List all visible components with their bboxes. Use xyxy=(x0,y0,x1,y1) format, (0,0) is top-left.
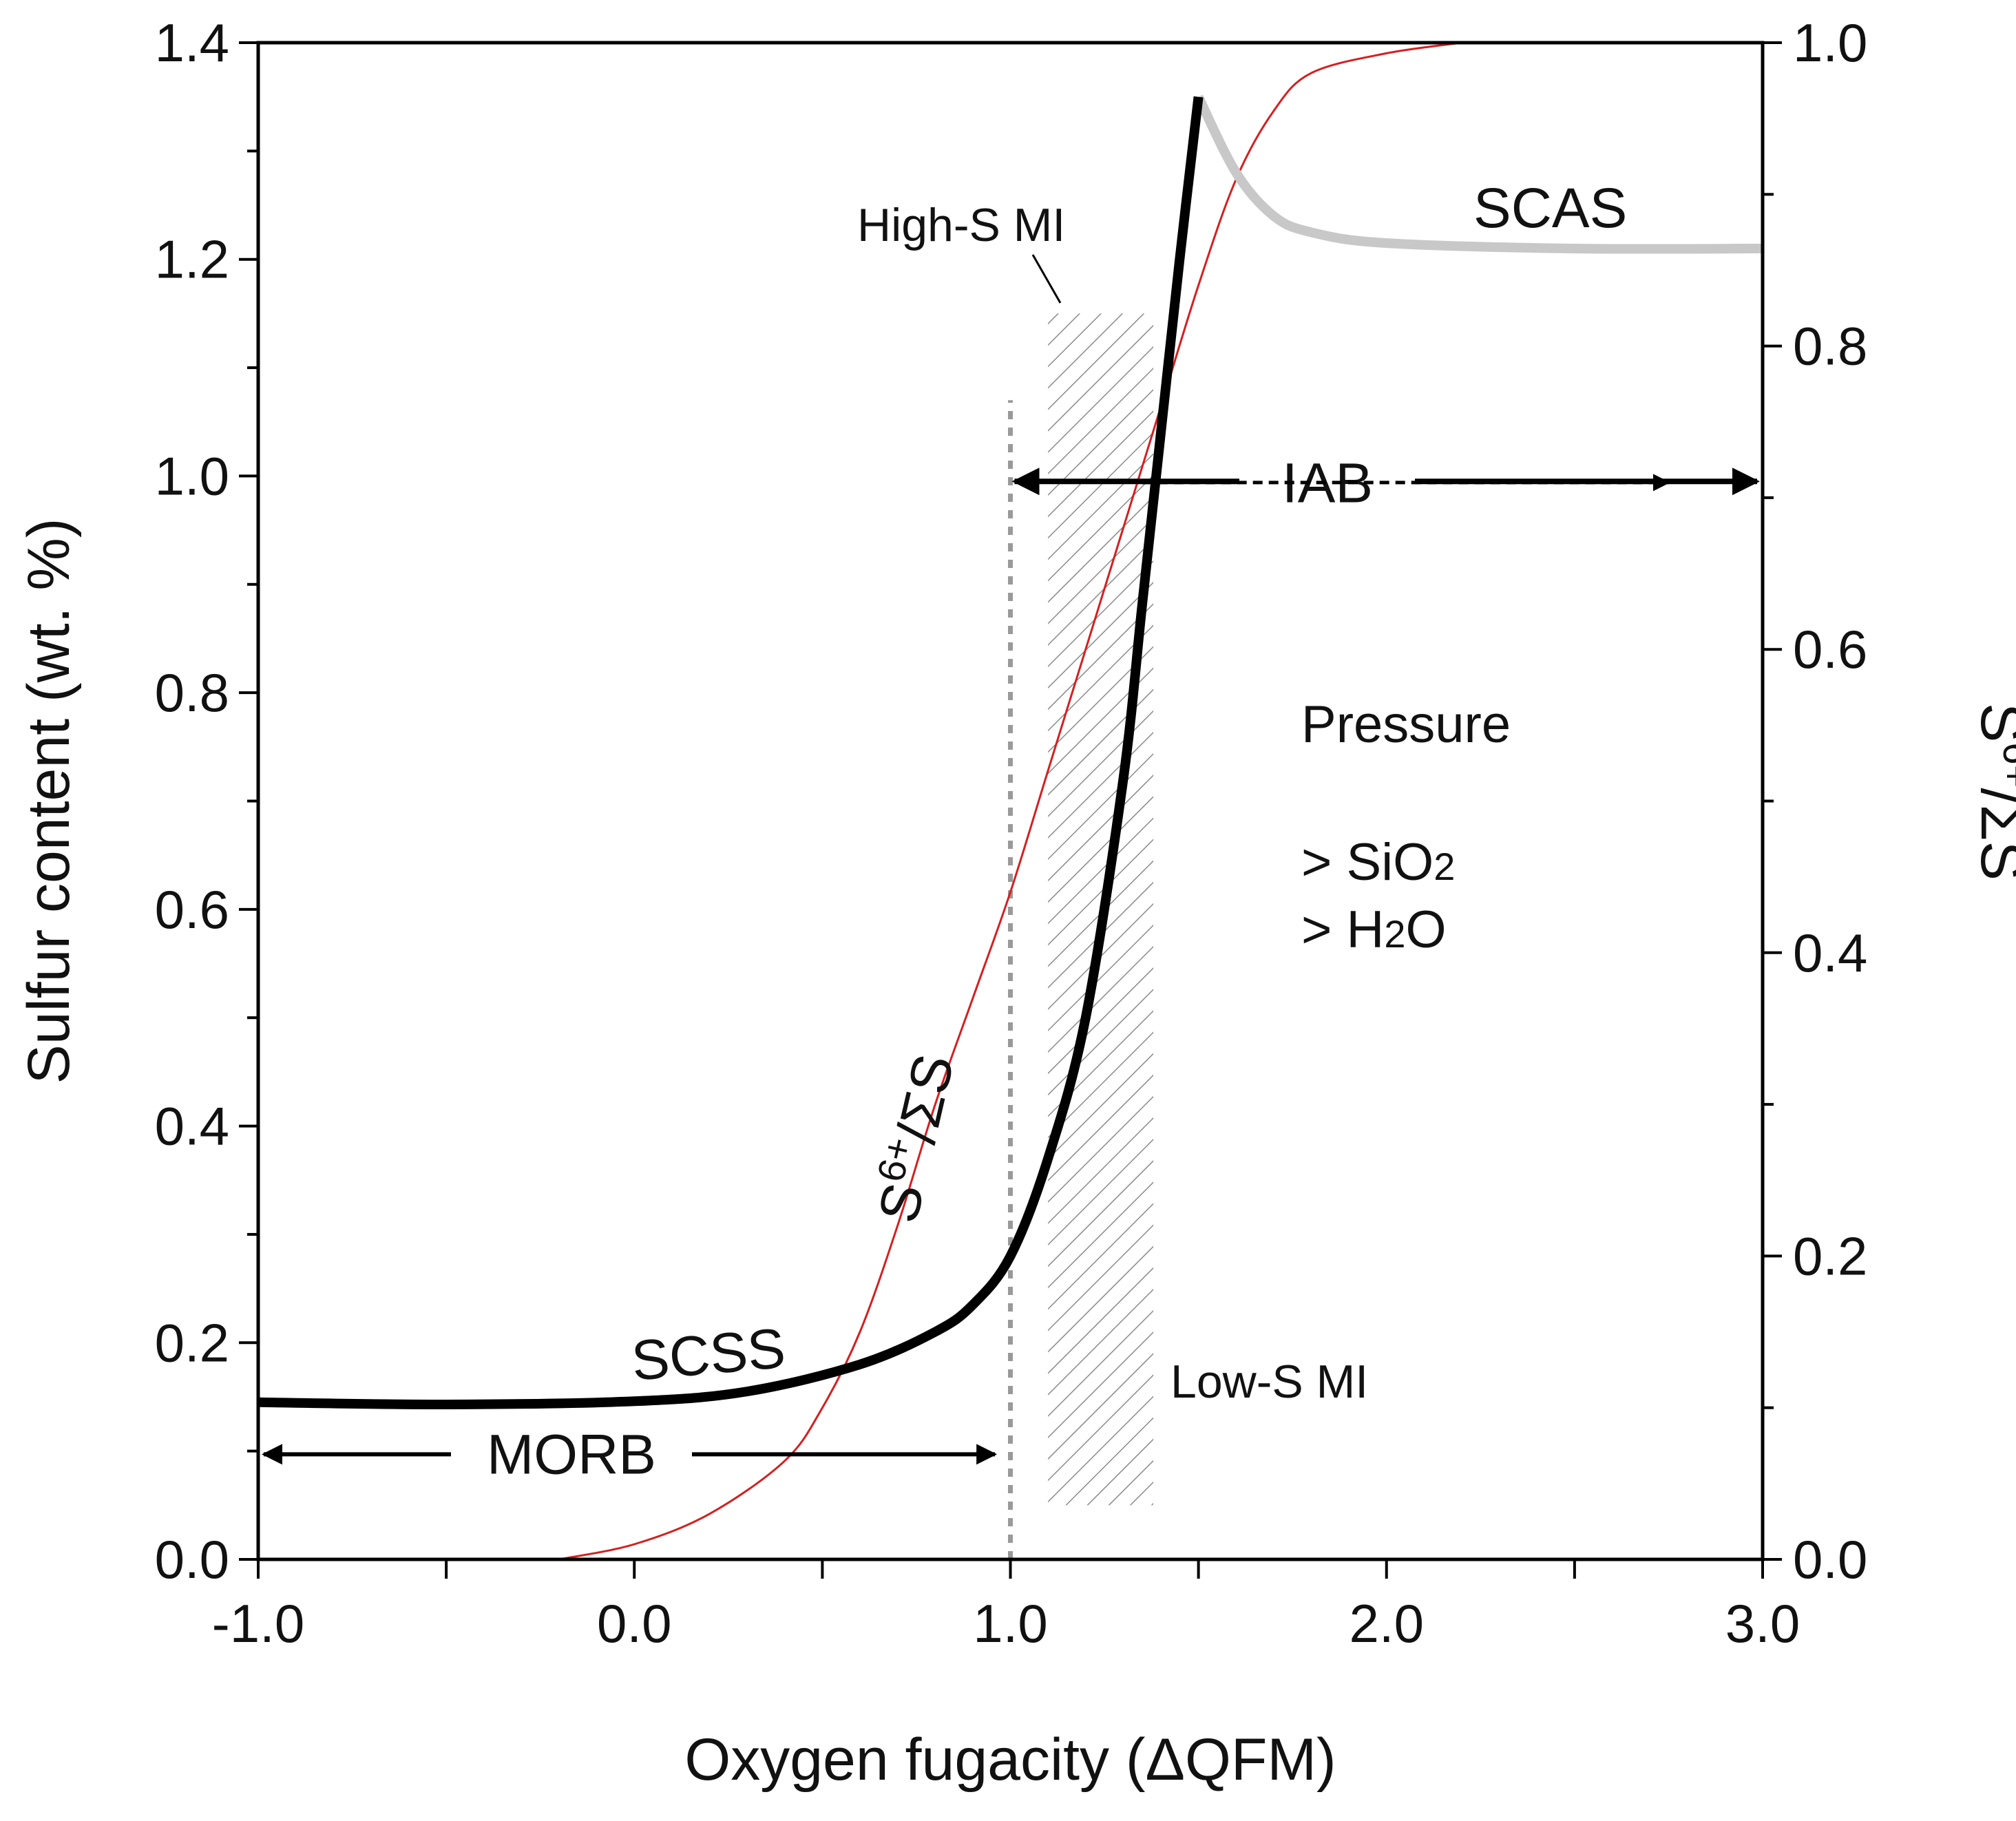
x-tick-label: -1.0 xyxy=(212,1593,304,1654)
scas-label: SCAS xyxy=(1473,177,1627,240)
x-tick-label: 2.0 xyxy=(1350,1593,1424,1654)
y-tick-label: 1.0 xyxy=(155,445,229,506)
h2o-label: > H2O xyxy=(1301,901,1447,959)
high-s-mi-label: High-S MI xyxy=(857,199,1065,251)
plot-frame xyxy=(256,41,1765,1561)
series-layer xyxy=(258,41,1763,1561)
y2-tick-label: 0.8 xyxy=(1793,316,1867,377)
y2-tick-label: 0.2 xyxy=(1793,1225,1867,1286)
y-tick-label: 0.4 xyxy=(155,1096,229,1157)
pressure-label: Pressure xyxy=(1301,695,1511,754)
sulfate-fraction-curve-label: S6+/ΣS xyxy=(860,1047,966,1228)
high-s-mi-leader-line xyxy=(1031,254,1062,304)
x-axis-title: Oxygen fugacity (ΔQFM) xyxy=(684,1727,1336,1793)
low-s-mi-label: Low-S MI xyxy=(1170,1356,1368,1408)
sio2-label: > SiO2 xyxy=(1301,833,1455,892)
y2-tick-label: 0.0 xyxy=(1793,1529,1867,1590)
annotations-layer: SCSS SCAS S6+/ΣS High-S MI Low-S MI IAB MORB Pr… xyxy=(262,177,1760,1486)
y-tick-label: 0.8 xyxy=(155,662,229,723)
y-axis-title: Sulfur content (wt. %) xyxy=(16,518,82,1084)
series-sulfate-fraction-curve xyxy=(558,41,1462,1561)
scss-label: SCSS xyxy=(629,1317,788,1393)
morb-label: MORB xyxy=(487,1423,656,1486)
plot-frame-layer: 0.0 0.2 0.4 0.6 0.8 1.0 1.2 1.4 0.0 0.2 0.4 0.6 0.8 1… xyxy=(16,12,2016,1793)
y2-tick-label: 0.6 xyxy=(1793,619,1867,680)
iab-label: IAB xyxy=(1282,452,1373,514)
y2-tick-label: 1.0 xyxy=(1793,12,1867,73)
y-tick-label: 1.4 xyxy=(155,12,229,73)
y-tick-label: 0.6 xyxy=(155,879,229,940)
y2-tick-label: 0.4 xyxy=(1793,923,1867,983)
x-tick-label: 1.0 xyxy=(973,1593,1047,1654)
x-tick-label: 0.0 xyxy=(597,1593,671,1654)
y2-axis-title: S6+/ΣS xyxy=(1968,703,2016,881)
y-tick-label: 0.2 xyxy=(155,1312,229,1373)
series-scas-curve xyxy=(1194,94,1763,254)
y-tick-label: 1.2 xyxy=(155,229,229,290)
y-tick-label: 0.0 xyxy=(155,1529,229,1590)
x-tick-label: 3.0 xyxy=(1725,1593,1800,1654)
series-scss-curve xyxy=(258,96,1204,1410)
